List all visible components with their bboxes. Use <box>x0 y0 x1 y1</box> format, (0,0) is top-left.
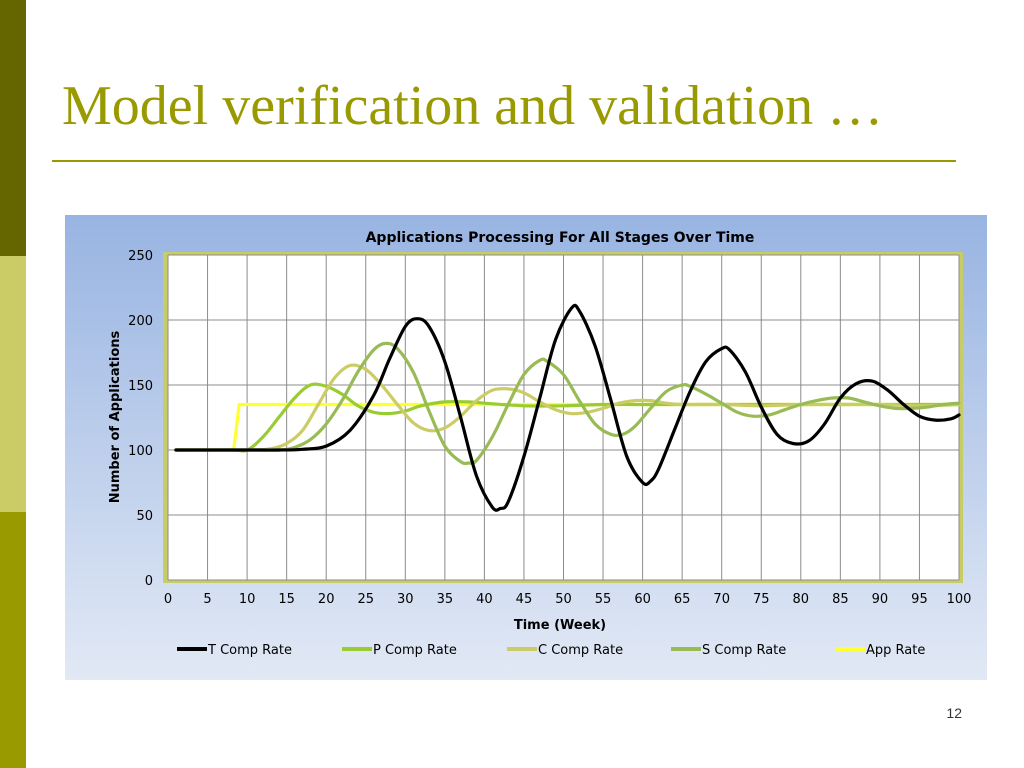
y-axis-label: Number of Applications <box>108 330 123 503</box>
x-tick-label: 40 <box>476 592 493 607</box>
x-tick-label: 15 <box>278 592 295 607</box>
x-tick-label: 60 <box>634 592 651 607</box>
x-tick-label: 95 <box>911 592 928 607</box>
x-tick-label: 75 <box>753 592 770 607</box>
series-line-s-comp-rate <box>174 341 961 466</box>
title-underline <box>52 160 956 162</box>
y-tick-label: 150 <box>128 379 153 394</box>
x-tick-label: 25 <box>357 592 374 607</box>
legend-label: App Rate <box>866 643 925 658</box>
x-tick-label: 80 <box>793 592 810 607</box>
page-number: 12 <box>946 705 962 721</box>
x-tick-label: 65 <box>674 592 691 607</box>
legend-label: P Comp Rate <box>373 643 457 658</box>
y-tick-label: 200 <box>128 314 153 329</box>
x-axis-label: Time (Week) <box>514 618 606 633</box>
sidebar-accent-bottom <box>0 512 26 768</box>
x-tick-label: 5 <box>203 592 211 607</box>
y-tick-label: 0 <box>145 574 153 589</box>
chart-title: Applications Processing For All Stages O… <box>366 230 755 246</box>
x-tick-label: 10 <box>239 592 256 607</box>
x-tick-label: 35 <box>437 592 454 607</box>
sidebar-accent-middle <box>0 256 26 512</box>
legend-label: S Comp Rate <box>702 643 786 658</box>
slide-title: Model verification and validation … <box>62 75 884 137</box>
grid-lines <box>167 254 960 581</box>
line-chart: Applications Processing For All Stages O… <box>65 215 987 680</box>
x-tick-label: 20 <box>318 592 335 607</box>
legend-label: T Comp Rate <box>207 643 292 658</box>
chart-container: Applications Processing For All Stages O… <box>65 215 987 680</box>
series-lines <box>174 303 961 512</box>
sidebar-accent-top <box>0 0 26 256</box>
x-tick-label: 100 <box>947 592 972 607</box>
x-tick-label: 0 <box>164 592 172 607</box>
x-tick-label: 45 <box>516 592 533 607</box>
x-tick-label: 55 <box>595 592 612 607</box>
tick-labels: 0 50 100 150 200 250 0 5 10 15 20 25 30 35 40 45 50 55 60 6… <box>128 249 971 607</box>
legend-label: C Comp Rate <box>538 643 623 658</box>
y-tick-label: 50 <box>136 509 153 524</box>
chart-legend: T Comp Rate P Comp Rate C Comp Rate S Comp … <box>177 643 925 658</box>
x-tick-label: 50 <box>555 592 572 607</box>
series-line-t-comp-rate <box>174 303 961 512</box>
x-tick-label: 30 <box>397 592 414 607</box>
x-tick-label: 90 <box>872 592 889 607</box>
y-tick-label: 250 <box>128 249 153 264</box>
y-tick-label: 100 <box>128 444 153 459</box>
x-tick-label: 85 <box>832 592 849 607</box>
x-tick-label: 70 <box>713 592 730 607</box>
